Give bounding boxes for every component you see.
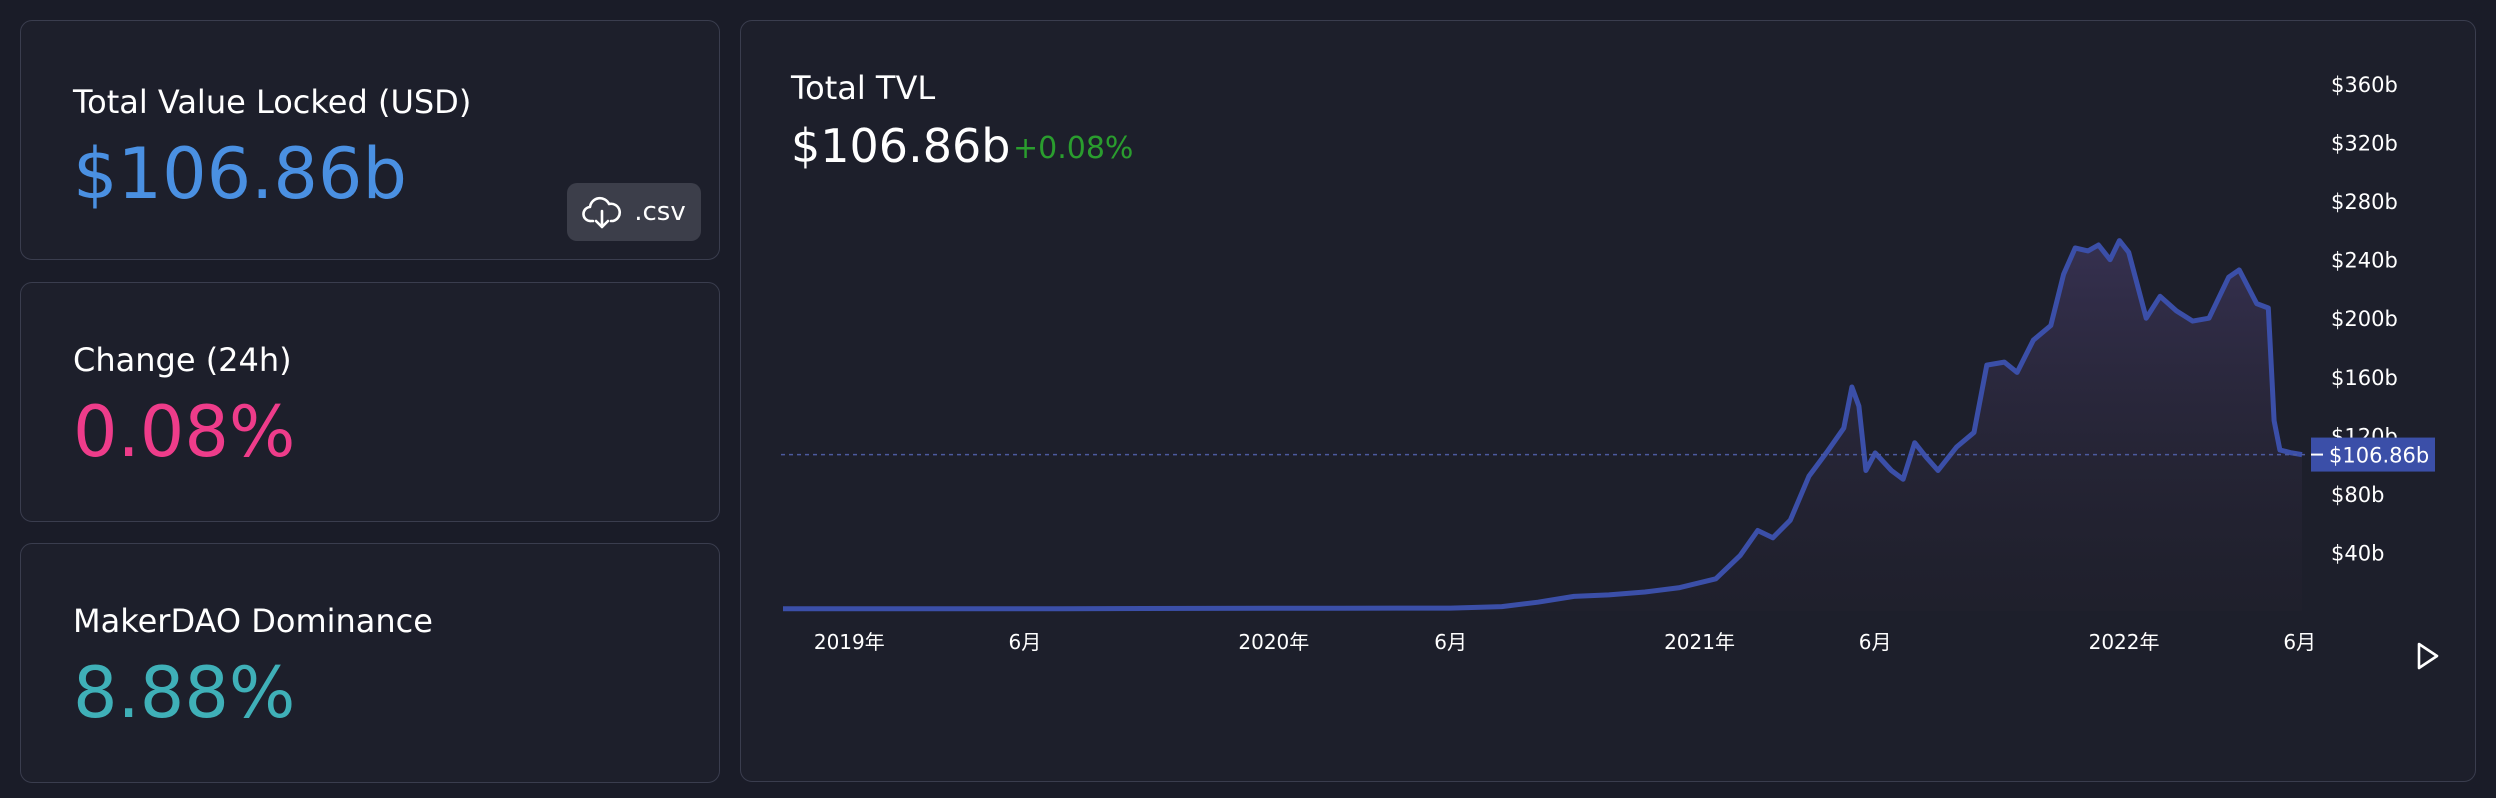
cloud-download-icon bbox=[582, 196, 622, 229]
x-tick-label: 6月 bbox=[1009, 630, 1042, 654]
x-tick-label: 2019年 bbox=[814, 630, 885, 654]
download-csv-button[interactable]: .csv bbox=[567, 183, 701, 241]
y-tick-label: $160b bbox=[2331, 366, 2398, 390]
dominance-card: MakerDAO Dominance 8.88% bbox=[20, 543, 720, 783]
y-tick-label: $40b bbox=[2331, 541, 2384, 565]
y-tick-label: $240b bbox=[2331, 249, 2398, 273]
x-tick-label: 2021年 bbox=[1664, 630, 1735, 654]
chart-value: $106.86b bbox=[791, 119, 1011, 173]
y-tick-label: $80b bbox=[2331, 483, 2384, 507]
dominance-label: MakerDAO Dominance bbox=[73, 602, 433, 640]
tvl-line bbox=[783, 238, 2303, 612]
x-tick-label: 6月 bbox=[2283, 630, 2316, 654]
change-value: 0.08% bbox=[73, 391, 296, 473]
dominance-value: 8.88% bbox=[73, 652, 296, 734]
x-tick-label: 6月 bbox=[1859, 630, 1892, 654]
x-tick-label: 2022年 bbox=[2089, 630, 2160, 654]
csv-label: .csv bbox=[634, 197, 686, 227]
tvl-area bbox=[783, 240, 2302, 611]
y-tick-label: $280b bbox=[2331, 190, 2398, 214]
tvl-label: Total Value Locked (USD) bbox=[73, 83, 472, 121]
chart-title: Total TVL bbox=[791, 69, 936, 107]
chart-change: +0.08% bbox=[1013, 131, 1134, 166]
tvl-value: $106.86b bbox=[73, 133, 407, 215]
tvl-card: Total Value Locked (USD) $106.86b .csv bbox=[20, 20, 720, 260]
change-card: Change (24h) 0.08% bbox=[20, 282, 720, 522]
play-icon[interactable] bbox=[2415, 641, 2441, 671]
chart-card: Total TVL $106.86b +0.08% $360b $320b $280… bbox=[740, 20, 2476, 782]
change-label: Change (24h) bbox=[73, 341, 292, 379]
tvl-chart[interactable]: $360b$320b$280b$240b$200b$160b$120b$80b$… bbox=[741, 21, 2477, 783]
current-value-badge bbox=[2311, 437, 2435, 472]
current-value-label: $106.86b bbox=[2329, 444, 2429, 468]
y-tick-label: $200b bbox=[2331, 307, 2398, 331]
x-tick-label: 2020年 bbox=[1238, 630, 1309, 654]
y-tick-label: $360b bbox=[2331, 73, 2398, 97]
y-tick-label: $320b bbox=[2331, 132, 2398, 156]
x-tick-label: 6月 bbox=[1434, 630, 1467, 654]
